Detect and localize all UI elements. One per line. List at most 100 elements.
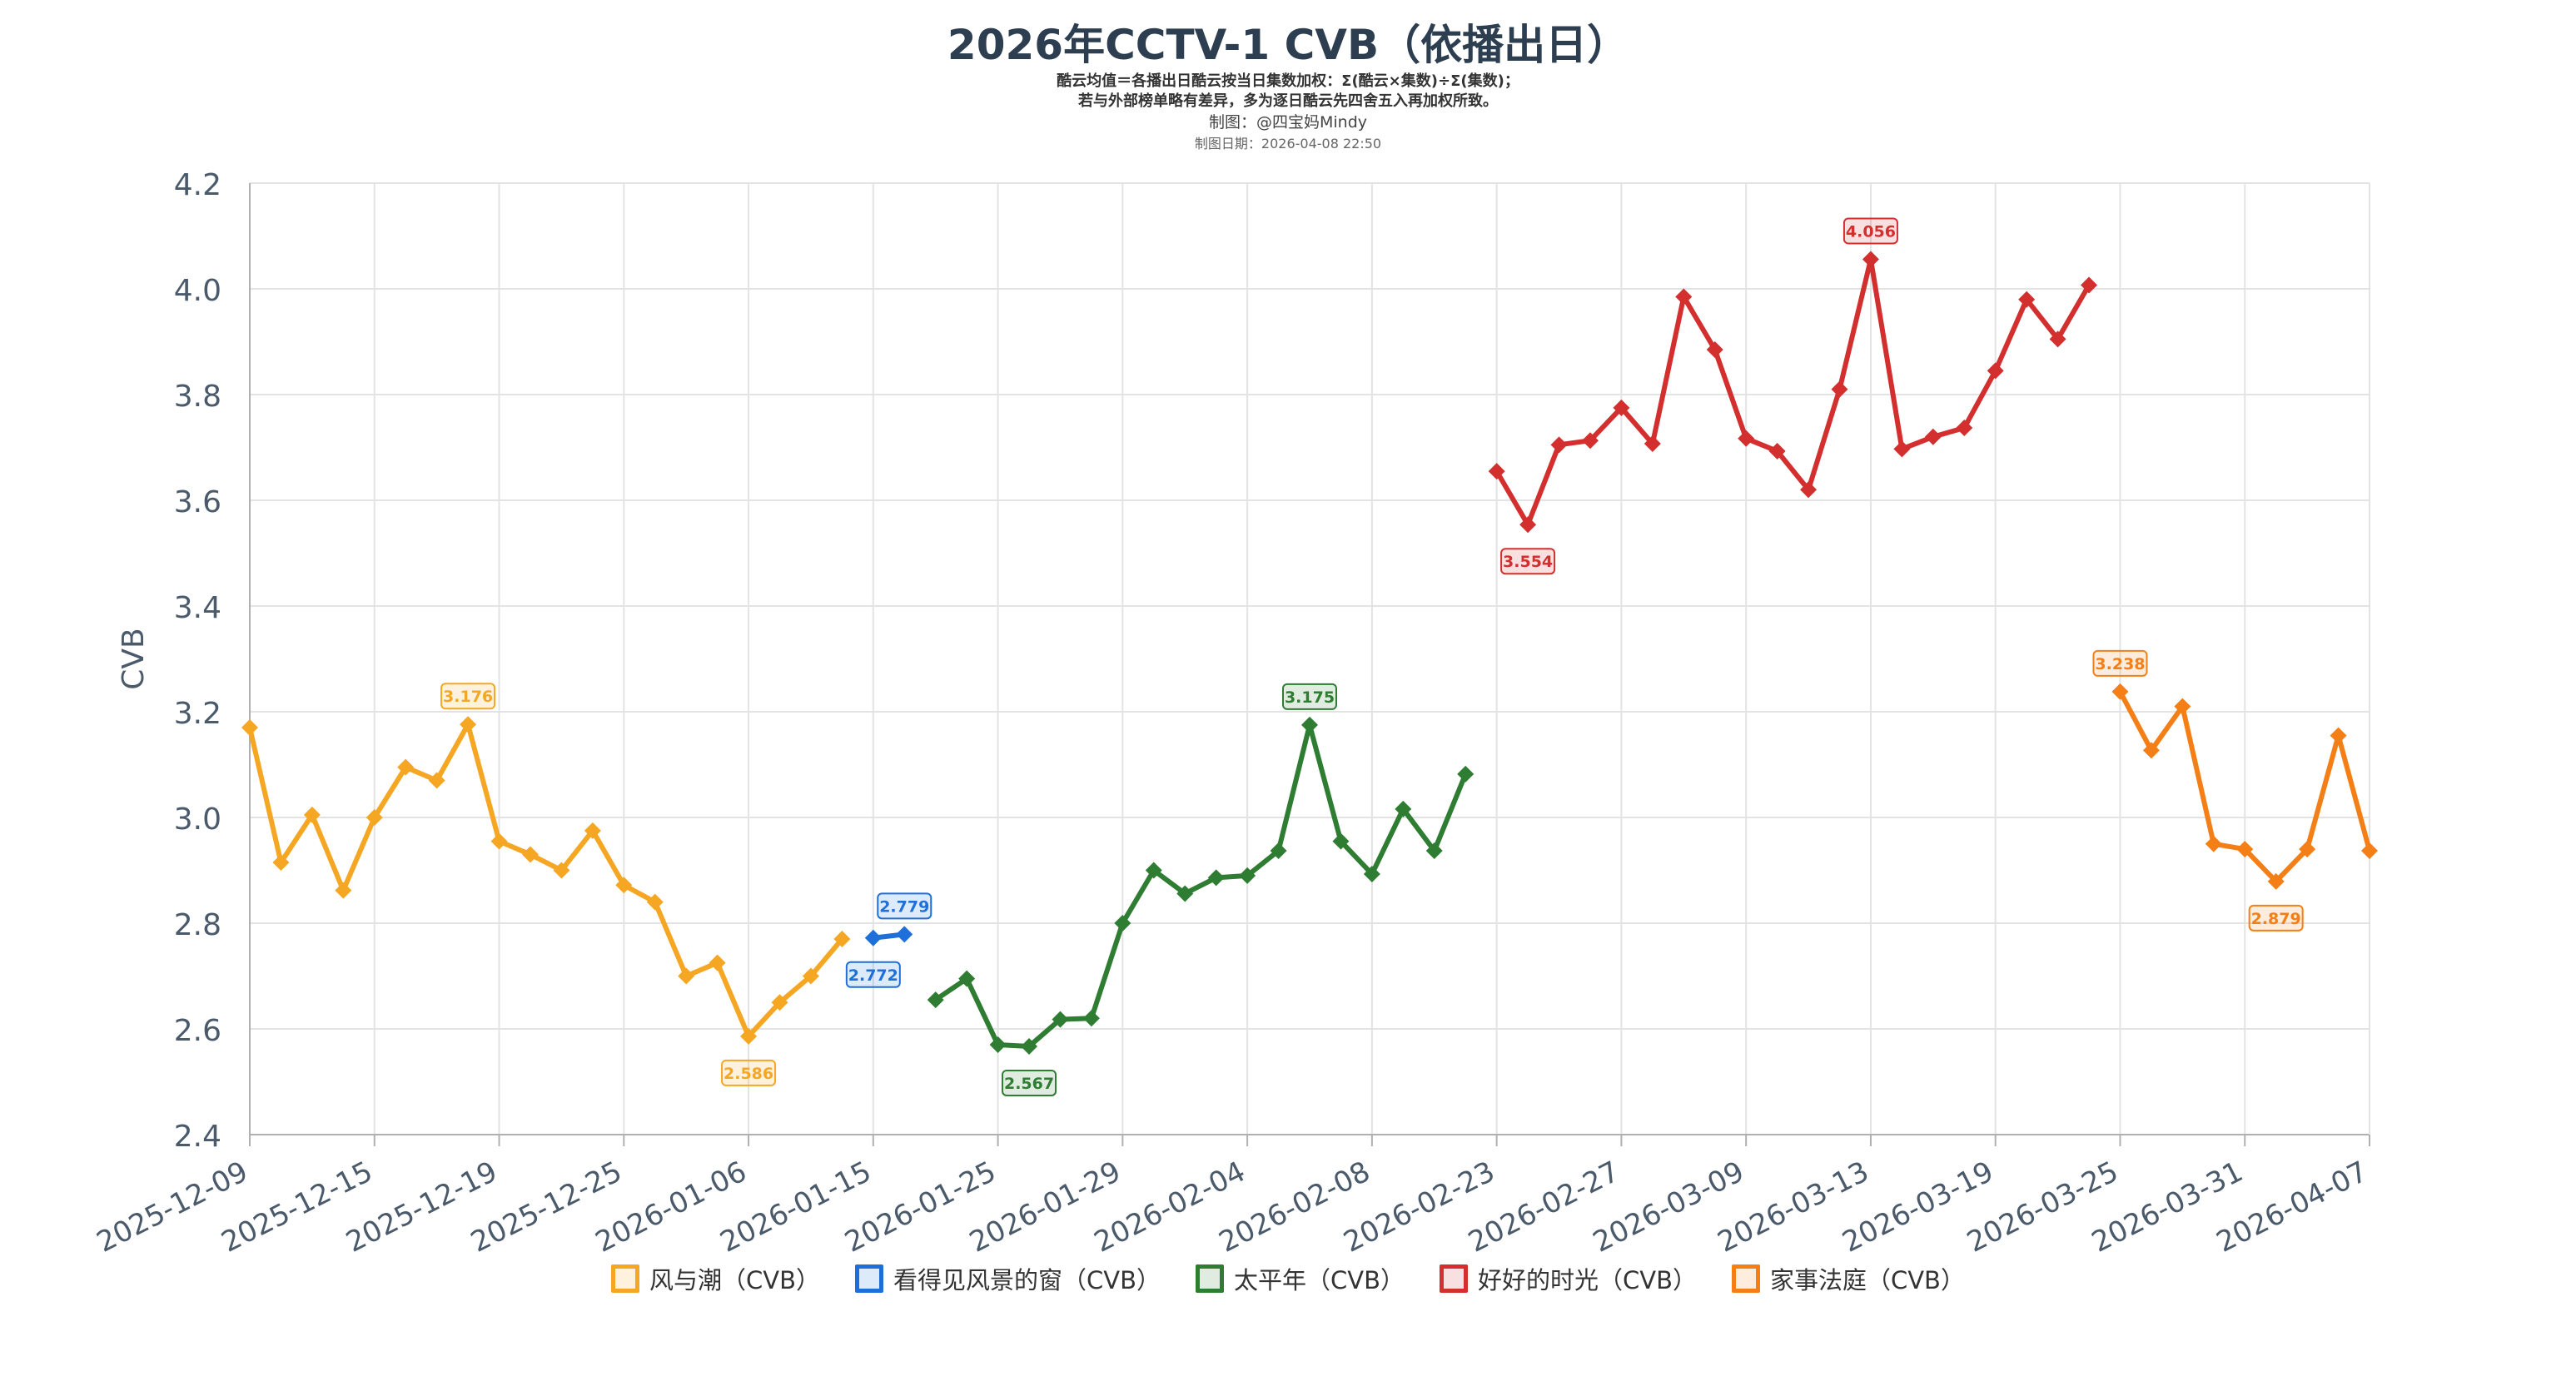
data-point	[1706, 341, 1723, 359]
data-label-box	[721, 1059, 777, 1086]
data-point	[2299, 841, 2316, 858]
legend-swatch	[1731, 1264, 1760, 1293]
data-label-box	[1500, 548, 1556, 575]
series-line-3	[1494, 256, 2092, 528]
legend-label: 好好的时光（CVB）	[1477, 1266, 1697, 1294]
legend-item[interactable]: 看得见风景的窗（CVB）	[855, 1261, 1161, 1296]
data-label: 3.175	[1285, 688, 1335, 707]
data-point	[397, 758, 415, 776]
data-point	[1457, 765, 1474, 782]
data-point	[958, 970, 976, 987]
data-point	[1738, 430, 1755, 447]
data-point	[927, 991, 944, 1009]
data-point	[2174, 698, 2191, 715]
data-point	[1831, 380, 1848, 398]
data-point	[1956, 420, 1973, 437]
y-tick-label: 3.8	[174, 380, 221, 414]
data-point	[428, 772, 445, 789]
data-point	[615, 877, 633, 894]
data-point	[1550, 436, 1568, 454]
data-point	[1145, 862, 1162, 879]
data-point	[1239, 867, 1256, 884]
data-point	[709, 954, 726, 971]
data-point	[366, 809, 383, 826]
data-point	[2111, 683, 2129, 700]
data-label-box	[1002, 1069, 1057, 1096]
data-point	[1613, 399, 1630, 416]
chart-header: 2026年CCTV-1 CVB（依播出日） 酷云均值＝各播出日酷云按当日集数加权…	[0, 0, 2576, 153]
data-label: 2.779	[879, 897, 929, 916]
data-point	[1052, 1011, 1069, 1028]
legend-item[interactable]: 太平年（CVB）	[1196, 1261, 1405, 1296]
data-point	[1332, 832, 1350, 850]
data-point	[1082, 1010, 1100, 1027]
data-point	[1270, 842, 1287, 860]
data-label-box	[1842, 217, 1898, 245]
data-point	[1987, 362, 2004, 380]
data-point	[771, 994, 788, 1011]
data-point	[2267, 872, 2285, 890]
data-label-box	[2092, 649, 2148, 677]
y-tick-label: 3.4	[174, 591, 221, 625]
data-point	[1581, 432, 1599, 450]
data-point	[1176, 885, 1194, 902]
data-label: 4.056	[1846, 222, 1896, 241]
data-label-box	[440, 683, 496, 710]
data-point	[2142, 742, 2160, 759]
data-point	[303, 806, 321, 823]
data-label-box	[845, 961, 901, 988]
legend-item[interactable]: 风与潮（CVB）	[611, 1261, 820, 1296]
data-label: 2.879	[2251, 910, 2301, 928]
data-point	[553, 862, 570, 879]
data-label: 2.586	[724, 1065, 773, 1083]
data-point	[1207, 869, 1225, 887]
y-tick-label: 2.8	[174, 908, 221, 942]
data-point	[989, 1036, 1007, 1054]
legend-label: 家事法庭（CVB）	[1769, 1266, 1965, 1294]
data-label-box	[877, 892, 932, 920]
data-point	[1644, 435, 1661, 453]
data-point	[1488, 463, 1505, 480]
data-point	[2018, 291, 2036, 308]
data-point	[335, 882, 352, 899]
data-point	[740, 1027, 758, 1045]
data-point	[1425, 842, 1443, 860]
y-tick-label: 3.2	[174, 697, 221, 731]
data-point	[2361, 842, 2378, 860]
data-label-box	[2248, 904, 2304, 931]
data-point	[241, 719, 258, 737]
data-point	[2236, 841, 2254, 858]
data-point	[1924, 428, 1942, 445]
legend-label: 风与潮（CVB）	[649, 1266, 821, 1294]
data-point	[1021, 1037, 1038, 1055]
data-label: 2.567	[1004, 1075, 1054, 1093]
y-tick-label: 2.6	[174, 1014, 221, 1048]
data-point	[1768, 442, 1786, 460]
data-label-box	[1282, 683, 1337, 710]
data-point	[864, 929, 882, 946]
legend-label: 太平年（CVB）	[1234, 1266, 1405, 1294]
chart-subtitle-line-1: 酷云均值＝各播出日酷云按当日集数加权：Σ(酷云×集数)÷Σ(集数)；	[1057, 72, 1519, 90]
data-point	[1862, 251, 1879, 268]
legend-swatch	[611, 1264, 640, 1293]
data-point	[1893, 440, 1911, 458]
data-point	[460, 716, 477, 733]
legend-swatch	[1439, 1264, 1468, 1293]
series-line-2	[932, 722, 1469, 1049]
y-tick-label: 2.4	[174, 1120, 221, 1154]
chart-title: 2026年CCTV-1 CVB（依播出日）	[947, 21, 1629, 69]
data-point	[2081, 276, 2098, 294]
data-point	[1301, 716, 1318, 733]
data-point	[272, 853, 290, 871]
y-axis-title: CVB	[117, 628, 151, 689]
data-point	[1519, 516, 1537, 534]
data-point	[1800, 481, 1818, 499]
legend-item[interactable]: 好好的时光（CVB）	[1439, 1261, 1697, 1296]
legend-swatch	[855, 1264, 884, 1293]
data-point	[2205, 835, 2222, 852]
y-tick-label: 4.2	[174, 168, 221, 202]
chart-date: 制图日期：2026-04-08 22:50	[1194, 136, 1382, 152]
data-point	[802, 967, 819, 985]
legend-item[interactable]: 家事法庭（CVB）	[1731, 1261, 1965, 1296]
